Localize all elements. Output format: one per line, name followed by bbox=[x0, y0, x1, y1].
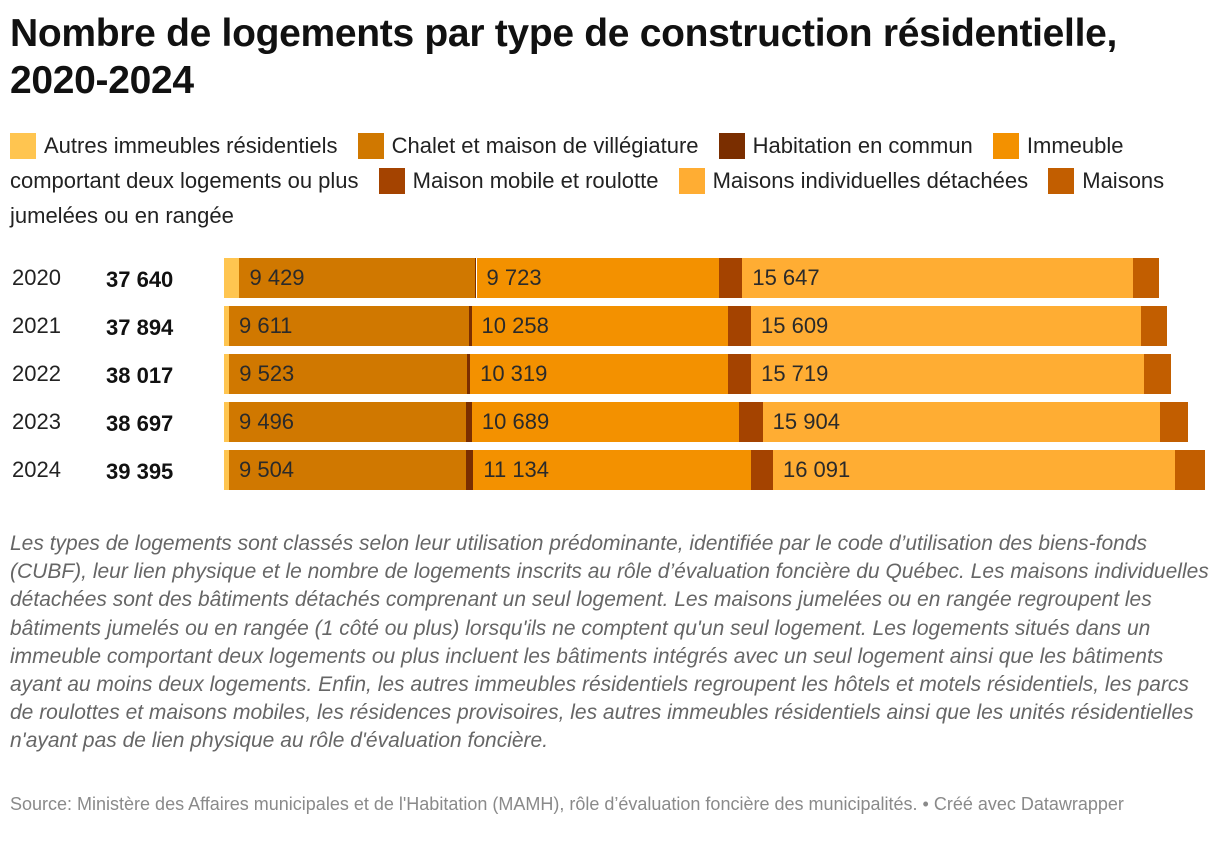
bar-value-label: 10 689 bbox=[481, 409, 550, 434]
legend-swatch bbox=[357, 133, 384, 159]
legend-item: Maisons jumelées ou en rangée bbox=[10, 168, 1164, 228]
bar-value-label: 15 719 bbox=[761, 361, 829, 386]
bar-segment bbox=[473, 450, 752, 490]
bar-segment bbox=[467, 354, 471, 394]
bar-value-label: 10 319 bbox=[480, 361, 548, 386]
bar-segment bbox=[1140, 306, 1168, 346]
legend-swatch bbox=[378, 168, 405, 194]
bar-value-label: 9 611 bbox=[238, 313, 293, 338]
legend-label: Immeuble comportant deux logements ou pl… bbox=[10, 133, 1124, 193]
bar-segment bbox=[751, 354, 1144, 394]
legend-item: Maisons individuelles détachées bbox=[678, 168, 1029, 194]
year-label: 2024 bbox=[12, 457, 61, 482]
legend-label: Autres immeubles résidentiels bbox=[44, 133, 338, 158]
bar-segment bbox=[476, 258, 720, 298]
bar-value-label: 15 609 bbox=[761, 313, 829, 338]
row-total: 38 017 bbox=[106, 363, 174, 388]
bar-segment bbox=[224, 354, 230, 394]
bar-segment bbox=[762, 402, 1160, 442]
bar-segment bbox=[772, 450, 1175, 490]
legend-swatch bbox=[992, 133, 1019, 159]
year-label: 2020 bbox=[12, 265, 61, 290]
legend-item: Immeuble comportant deux logements ou pl… bbox=[10, 133, 1124, 193]
chart-note: Les types de logements sont classés selo… bbox=[10, 532, 1209, 753]
bar-segment bbox=[228, 402, 467, 442]
year-label: 2021 bbox=[12, 313, 61, 338]
chart-source: Source: Ministère des Affaires municipal… bbox=[10, 794, 1124, 814]
legend-label: Maisons jumelées ou en rangée bbox=[10, 168, 1165, 228]
bar-value-label: 9 523 bbox=[239, 361, 295, 386]
year-label: 2023 bbox=[12, 409, 61, 434]
legend-item: Maison mobile et roulotte bbox=[378, 168, 659, 194]
row-total: 39 395 bbox=[106, 459, 174, 484]
legend-label: Chalet et maison de villégiature bbox=[391, 133, 699, 158]
bar-segment bbox=[719, 258, 743, 298]
row-total: 37 894 bbox=[106, 315, 174, 340]
chart-title: Nombre de logements par type de construc… bbox=[10, 12, 1118, 102]
bar-value-label: 9 429 bbox=[249, 265, 305, 290]
bar-value-label: 9 723 bbox=[486, 265, 542, 290]
legend-swatch bbox=[718, 133, 745, 159]
bar-segment bbox=[224, 450, 229, 490]
bar-segment bbox=[751, 306, 1141, 346]
bar-segment bbox=[475, 258, 477, 298]
legend-item: Autres immeubles résidentiels bbox=[10, 133, 338, 159]
legend-swatch bbox=[10, 133, 36, 159]
legend: Autres immeubles résidentiels Chalet et … bbox=[10, 128, 1210, 233]
bar-segment bbox=[1174, 450, 1205, 490]
row-total: 38 697 bbox=[106, 411, 174, 436]
bar-value-label: 11 134 bbox=[483, 457, 550, 482]
legend-label: Maisons individuelles détachées bbox=[712, 168, 1029, 193]
bar-segment bbox=[466, 402, 472, 442]
legend-swatch bbox=[1048, 168, 1075, 194]
year-label: 2022 bbox=[12, 361, 61, 386]
bar-segment bbox=[1159, 402, 1188, 442]
legend-label: Maison mobile et roulotte bbox=[412, 168, 659, 193]
bar-segment bbox=[469, 306, 472, 346]
bar-value-label: 9 504 bbox=[238, 457, 295, 482]
legend-item: Habitation en commun bbox=[718, 133, 973, 159]
legend-item: Chalet et maison de villégiature bbox=[357, 133, 699, 159]
bar-segment bbox=[727, 306, 751, 346]
bar-segment bbox=[751, 450, 773, 490]
bar-segment bbox=[239, 258, 475, 298]
bar-segment bbox=[228, 450, 467, 490]
bar-segment bbox=[742, 258, 1134, 298]
legend-swatch bbox=[678, 168, 705, 194]
bar-segment bbox=[229, 354, 468, 394]
bar-segment bbox=[738, 402, 763, 442]
bar-value-label: 15 904 bbox=[772, 409, 840, 434]
row-total: 37 640 bbox=[106, 267, 174, 292]
bar-segment bbox=[471, 402, 739, 442]
bar-segment bbox=[228, 306, 470, 346]
bar-segment bbox=[466, 450, 474, 490]
bar-segment bbox=[224, 402, 229, 442]
bar-segment bbox=[727, 354, 752, 394]
bar-value-label: 10 258 bbox=[481, 313, 549, 338]
bar-segment bbox=[471, 306, 728, 346]
bar-value-label: 9 496 bbox=[238, 409, 295, 434]
bar-segment bbox=[1143, 354, 1172, 394]
bar-segment bbox=[1133, 258, 1160, 298]
legend-label: Habitation en commun bbox=[752, 133, 973, 158]
bar-segment bbox=[470, 354, 728, 394]
bar-value-label: 15 647 bbox=[752, 265, 820, 290]
bar-segment bbox=[224, 258, 240, 298]
bar-segment bbox=[224, 306, 229, 346]
bar-value-label: 16 091 bbox=[782, 457, 851, 482]
